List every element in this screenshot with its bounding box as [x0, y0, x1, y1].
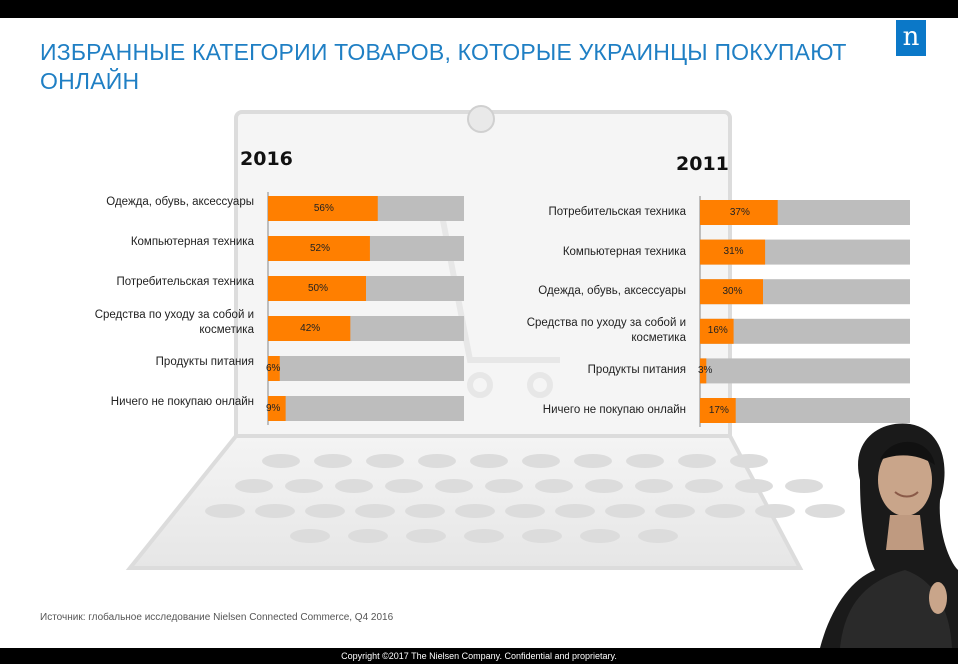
- chart-2011-value-3: 30%: [722, 285, 743, 297]
- chart-2011-track-5: [700, 358, 910, 384]
- chart-2016-bar-5: [268, 356, 280, 381]
- chart-2016-category-3: Потребительская техника: [116, 276, 254, 288]
- chart-2016-category-2: Компьютерная техника: [130, 236, 254, 248]
- chart-2016-category-1: Одежда, обувь, аксессуары: [106, 196, 254, 208]
- chart-2011-bar-5: [700, 358, 707, 384]
- chart-2016-track-5: [268, 356, 464, 381]
- chart-2011-category-2: Компьютерная техника: [562, 245, 686, 258]
- chart-2011-title: 2011: [676, 153, 729, 175]
- chart-2016-value-1: 56%: [313, 202, 334, 214]
- chart-2011-value-1: 37%: [729, 206, 750, 218]
- chart-2016-value-2: 52%: [309, 242, 330, 254]
- chart-2016-bar-3: [268, 276, 366, 301]
- chart-2011-value-6: 17%: [708, 404, 729, 416]
- chart-2011-category-6: Ничего не покупаю онлайн: [542, 404, 686, 416]
- chart-2016-bar-1: [268, 196, 378, 221]
- chart-2011-bar-4: [700, 318, 734, 344]
- chart-2016-category-6: Ничего не покупаю онлайн: [110, 396, 254, 408]
- chart-2016-title: 2016: [240, 148, 293, 170]
- chart-2016-value-4: 42%: [300, 322, 321, 334]
- chart-2011-bar-1: [700, 200, 778, 225]
- chart-2011-bar-2: [700, 239, 766, 265]
- chart-2016-bar-2: [268, 236, 370, 261]
- chart-2016-track-6: [268, 396, 464, 421]
- chart-2011-track-4: [700, 318, 910, 344]
- chart-2011-bar-6: [700, 398, 736, 423]
- nielsen-logo: n: [896, 20, 926, 56]
- woman-photo: [820, 423, 958, 648]
- chart-2016-value-3: 50%: [308, 282, 329, 294]
- chart-2016-bar-4: [268, 316, 351, 341]
- copyright-bar: Copyright ©2017 The Nielsen Company. Con…: [0, 648, 958, 664]
- source-note: Источник: глобальное исследование Nielse…: [40, 612, 394, 623]
- chart-2016-category-4: Средства по уходу за собой и косметика: [94, 308, 254, 336]
- chart-2016-value-6: 9%: [266, 402, 281, 414]
- chart-2011-category-3: Одежда, обувь, аксессуары: [538, 285, 686, 298]
- chart-2011-value-2: 31%: [723, 246, 744, 258]
- chart-2011-category-5: Продукты питания: [587, 364, 686, 377]
- chart-2011-value-4: 16%: [707, 325, 728, 337]
- page-title: ИЗБРАННЫЕ КАТЕГОРИИ ТОВАРОВ, КОТОРЫЕ УКР…: [40, 39, 847, 94]
- chart-2011-category-1: Потребительская техника: [548, 206, 686, 218]
- top-bar: [0, 0, 958, 18]
- chart-2011-bar-3: [700, 279, 763, 305]
- chart-2016-category-5: Продукты питания: [155, 356, 254, 368]
- chart-2016-value-5: 6%: [266, 362, 281, 374]
- chart-2011-value-5: 3%: [698, 364, 713, 376]
- chart-2016-bar-6: [268, 396, 286, 421]
- chart-2011-category-4: Средства по уходу за собой и косметика: [526, 317, 686, 345]
